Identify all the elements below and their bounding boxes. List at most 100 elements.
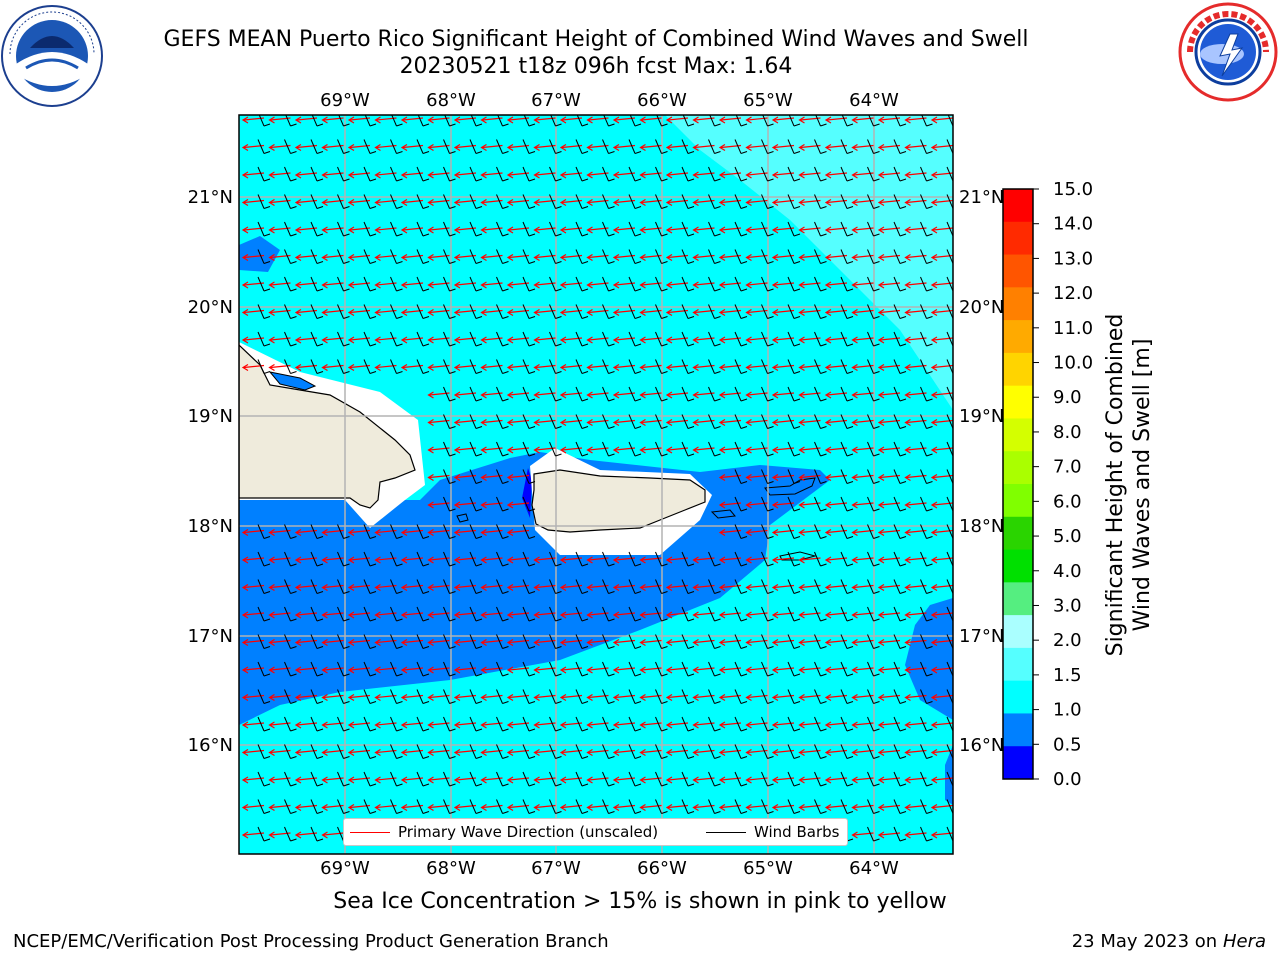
vector-glyph — [745, 689, 774, 704]
vector-glyph — [771, 661, 801, 677]
vector-glyph — [559, 166, 589, 182]
vector-glyph — [453, 716, 483, 732]
vector-glyph — [374, 139, 403, 154]
vector-glyph — [798, 194, 827, 209]
vector-glyph — [824, 441, 854, 457]
vector-glyph — [665, 359, 695, 374]
vector-glyph — [851, 414, 880, 429]
vector-glyph — [374, 744, 403, 759]
vector-glyph — [453, 524, 483, 539]
vector-glyph — [294, 304, 324, 319]
vector-glyph — [851, 194, 880, 209]
vector-glyph — [559, 689, 589, 704]
vector-glyph — [453, 115, 483, 127]
vector-glyph — [559, 304, 589, 319]
vector-glyph — [851, 716, 880, 732]
vector-glyph — [877, 276, 907, 292]
vector-glyph — [268, 661, 297, 677]
vector-glyph — [904, 194, 933, 209]
lon-labels-bottom: 69°W 68°W 67°W 66°W 65°W 64°W — [320, 858, 899, 879]
vector-glyph — [294, 194, 324, 209]
vector-glyph — [347, 716, 377, 732]
vector-glyph — [930, 386, 953, 402]
vector-glyph — [824, 579, 854, 594]
vector-glyph — [321, 716, 350, 732]
vector-glyph — [904, 331, 933, 347]
vector-glyph — [824, 221, 854, 237]
vector-glyph — [877, 386, 907, 402]
vector-glyph — [930, 634, 953, 649]
vector-glyph — [294, 139, 324, 154]
vector-glyph — [268, 716, 297, 732]
vector-glyph — [427, 331, 456, 347]
vector-glyph — [294, 744, 324, 759]
vector-glyph — [374, 331, 403, 347]
vector-glyph — [824, 166, 854, 182]
vector-glyph — [824, 249, 854, 264]
map-frame — [238, 114, 954, 855]
vector-glyph — [930, 496, 953, 512]
vector-glyph — [639, 579, 668, 594]
vector-glyph — [904, 524, 933, 539]
lon-labels-top: 69°W 68°W 67°W 66°W 65°W 64°W — [320, 90, 899, 111]
vector-glyph — [771, 496, 801, 512]
vector-glyph — [718, 414, 748, 429]
vector-glyph — [639, 386, 668, 402]
vector-glyph — [665, 799, 695, 814]
colorbar-swatch — [1003, 680, 1033, 714]
land-virgin-islands — [764, 477, 816, 496]
vector-glyph — [930, 551, 953, 567]
vector-glyph — [294, 221, 324, 237]
vector-glyph — [321, 331, 350, 347]
vector-glyph — [427, 194, 456, 209]
vector-glyph — [745, 799, 774, 814]
vector-glyph — [241, 276, 271, 292]
vector-glyph — [559, 115, 589, 127]
vector-glyph — [400, 799, 430, 814]
vector-glyph — [453, 166, 483, 182]
vector-glyph — [586, 771, 615, 787]
vector-glyph — [692, 661, 721, 677]
vector-glyph — [559, 221, 589, 237]
vector-glyph — [771, 194, 801, 209]
vector-glyph — [904, 359, 933, 374]
vector-glyph — [904, 249, 933, 264]
vector-glyph — [506, 496, 536, 512]
vector-glyph — [374, 194, 403, 209]
vector-glyph — [692, 551, 721, 567]
vector-glyph — [798, 139, 827, 154]
vector-glyph — [745, 276, 774, 292]
vector-glyph — [718, 716, 748, 732]
vector-glyph — [400, 524, 430, 539]
vector-glyph — [559, 799, 589, 814]
vector-glyph — [904, 386, 933, 402]
vector-glyph — [798, 115, 827, 127]
vector-glyph — [824, 139, 854, 154]
colorbar-tick-label: 12.0 — [1053, 283, 1093, 304]
vector-glyph — [798, 414, 827, 429]
vector-glyph — [665, 551, 695, 567]
vector-glyph — [692, 606, 721, 622]
vector-glyph — [533, 139, 562, 154]
vector-glyph — [824, 414, 854, 429]
vector-glyph — [241, 606, 271, 622]
vector-glyph — [533, 689, 562, 704]
lat-label-right: 17°N — [959, 626, 1004, 647]
lat-label-left: 20°N — [188, 297, 233, 318]
vector-glyph — [745, 606, 774, 622]
vector-glyph — [533, 221, 562, 237]
vector-glyph — [718, 359, 748, 374]
vector-glyph — [718, 771, 748, 787]
vector-glyph — [241, 166, 271, 182]
vector-glyph — [930, 799, 953, 814]
vector-glyph — [851, 579, 880, 594]
vector-glyph — [400, 115, 430, 127]
vector-glyph — [453, 799, 483, 814]
lon-label-top: 69°W — [320, 90, 370, 111]
vector-glyph — [665, 744, 695, 759]
vector-glyph — [480, 634, 509, 649]
vector-glyph — [506, 221, 536, 237]
vector-glyph — [824, 771, 854, 787]
vector-glyph — [427, 799, 456, 814]
vector-glyph — [904, 744, 933, 759]
